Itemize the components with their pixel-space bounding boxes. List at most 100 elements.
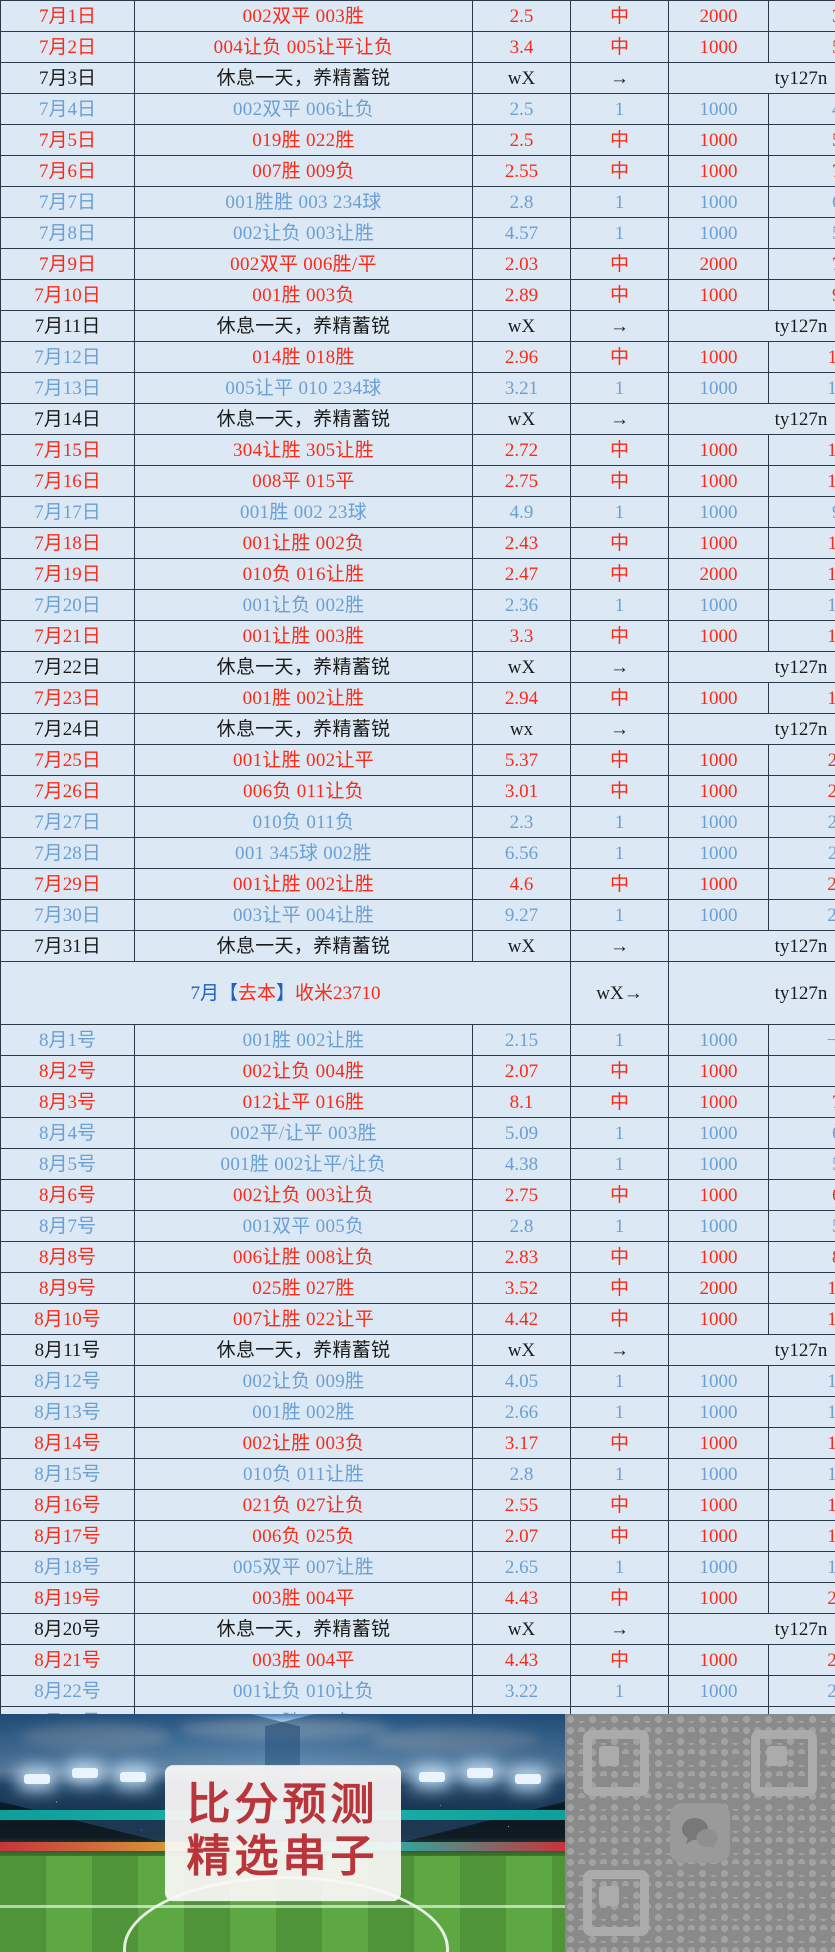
cell-stake: 2000 [668, 0, 769, 32]
cell-pick: 001让负 002胜 [134, 589, 473, 621]
cell-result: 1 [570, 93, 669, 125]
cell-result: 1 [570, 1117, 669, 1149]
cell-odds: 4.38 [472, 1148, 571, 1180]
cell-pick: 001胜 002让胜 [134, 1024, 473, 1056]
wechat-logo-icon [670, 1803, 730, 1863]
cell-profit: 16378 [768, 1458, 835, 1490]
cell-result: 中 [570, 1055, 669, 1087]
cell-date: 8月1号 [0, 1024, 135, 1056]
cell-stake: 1000 [668, 341, 769, 373]
cell-date: 7月11日 [0, 310, 135, 342]
cell-pick: 010负 011负 [134, 806, 473, 838]
cell-profit: 5920 [768, 1210, 835, 1242]
cell-stake: 1000 [668, 620, 769, 652]
cell-odds: 2.36 [472, 589, 571, 621]
cell-odds: 2.83 [472, 1241, 571, 1273]
cell-result: 1 [570, 806, 669, 838]
cell-date: 8月5号 [0, 1148, 135, 1180]
cell-profit: 14790 [768, 620, 835, 652]
cell-stake: 1000 [668, 744, 769, 776]
wechat-qr-code[interactable] [565, 1714, 835, 1952]
cell-pick: 001让胜 002让平 [134, 744, 473, 776]
cell-pick: 休息一天，养精蓄锐 [134, 62, 473, 94]
cell-pick: 001 345球 002胜 [134, 837, 473, 869]
summary-label: 7月【去本】收米23710 [0, 961, 571, 1025]
cell-date: 8月16号 [0, 1489, 135, 1521]
cell-pick: 003让平 004让胜 [134, 899, 473, 931]
cell-stake: 1000 [668, 124, 769, 156]
cell-date: 8月21号 [0, 1644, 135, 1676]
cell-stake: 1000 [668, 527, 769, 559]
cell-date: 7月10日 [0, 279, 135, 311]
cell-stake: 1000 [668, 1644, 769, 1676]
cell-date: 7月25日 [0, 744, 135, 776]
cell-pick: 002双平 003胜 [134, 0, 473, 32]
cell-odds-wx: wX [472, 651, 571, 683]
cell-result: 中 [570, 1427, 669, 1459]
cell-date: 8月11号 [0, 1334, 135, 1366]
cell-contact: ty127n [668, 1334, 835, 1366]
cell-result: 1 [570, 1458, 669, 1490]
cell-profit: 3000 [768, 0, 835, 32]
cell-pick: 休息一天，养精蓄锐 [134, 403, 473, 435]
cell-result: 中 [570, 1179, 669, 1211]
cell-odds: 2.65 [472, 1551, 571, 1583]
cell-date: 8月8号 [0, 1241, 135, 1273]
cell-result-arrow: → [570, 62, 669, 94]
cell-stake: 2000 [668, 558, 769, 590]
cell-odds: 2.55 [472, 155, 571, 187]
cell-profit: 13788 [768, 1272, 835, 1304]
cell-pick: 003胜 004平 [134, 1582, 473, 1614]
cell-odds: 2.15 [472, 1024, 571, 1056]
cell-result: 中 [570, 558, 669, 590]
cell-profit: 23858 [768, 1675, 835, 1707]
cell-profit: 10360 [768, 372, 835, 404]
qr-finder-bottom-left [583, 1870, 649, 1936]
cell-result-arrow: → [570, 651, 669, 683]
cell-profit: 16208 [768, 1365, 835, 1397]
cell-date: 7月27日 [0, 806, 135, 838]
cell-profit: 17928 [768, 1489, 835, 1521]
cell-odds: 2.75 [472, 1179, 571, 1211]
cell-pick: 019胜 022胜 [134, 124, 473, 156]
cell-date: 7月1日 [0, 0, 135, 32]
table-row: 7月14日 休息一天，养精蓄锐 wX → ty127n [0, 403, 835, 435]
cell-pick: 006负 025负 [134, 1520, 473, 1552]
cell-result: 中 [570, 1582, 669, 1614]
cell-odds: 2.5 [472, 0, 571, 32]
cell-stake: 1000 [668, 1489, 769, 1521]
cell-odds: 4.43 [472, 1644, 571, 1676]
cell-result: 中 [570, 465, 669, 497]
cell-date: 7月6日 [0, 155, 135, 187]
cell-profit: 6450 [768, 186, 835, 218]
cell-date: 7月2日 [0, 31, 135, 63]
cell-date: 7月18日 [0, 527, 135, 559]
cell-result: 中 [570, 1489, 669, 1521]
cell-odds: 2.07 [472, 1520, 571, 1552]
cell-pick: 003胜 004平 [134, 1644, 473, 1676]
cell-date: 8月13号 [0, 1396, 135, 1428]
table-row: 8月20号 休息一天，养精蓄锐 wX → ty127n [0, 1613, 835, 1645]
table-row: 7月3日 休息一天，养精蓄锐 wX → ty127n [0, 62, 835, 94]
cell-profit: 16730 [768, 682, 835, 714]
cell-pick: 001胜 002让胜 [134, 682, 473, 714]
cell-odds-wx: wX [472, 403, 571, 435]
cell-stake: 1000 [668, 1551, 769, 1583]
